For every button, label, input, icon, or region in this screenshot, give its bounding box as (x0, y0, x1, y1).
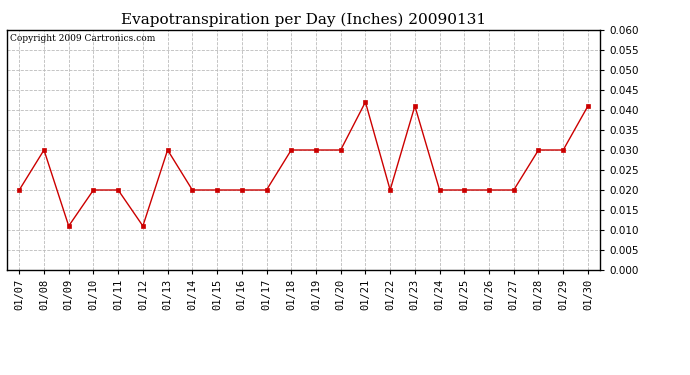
Text: Copyright 2009 Cartronics.com: Copyright 2009 Cartronics.com (10, 34, 155, 43)
Title: Evapotranspiration per Day (Inches) 20090131: Evapotranspiration per Day (Inches) 2009… (121, 13, 486, 27)
